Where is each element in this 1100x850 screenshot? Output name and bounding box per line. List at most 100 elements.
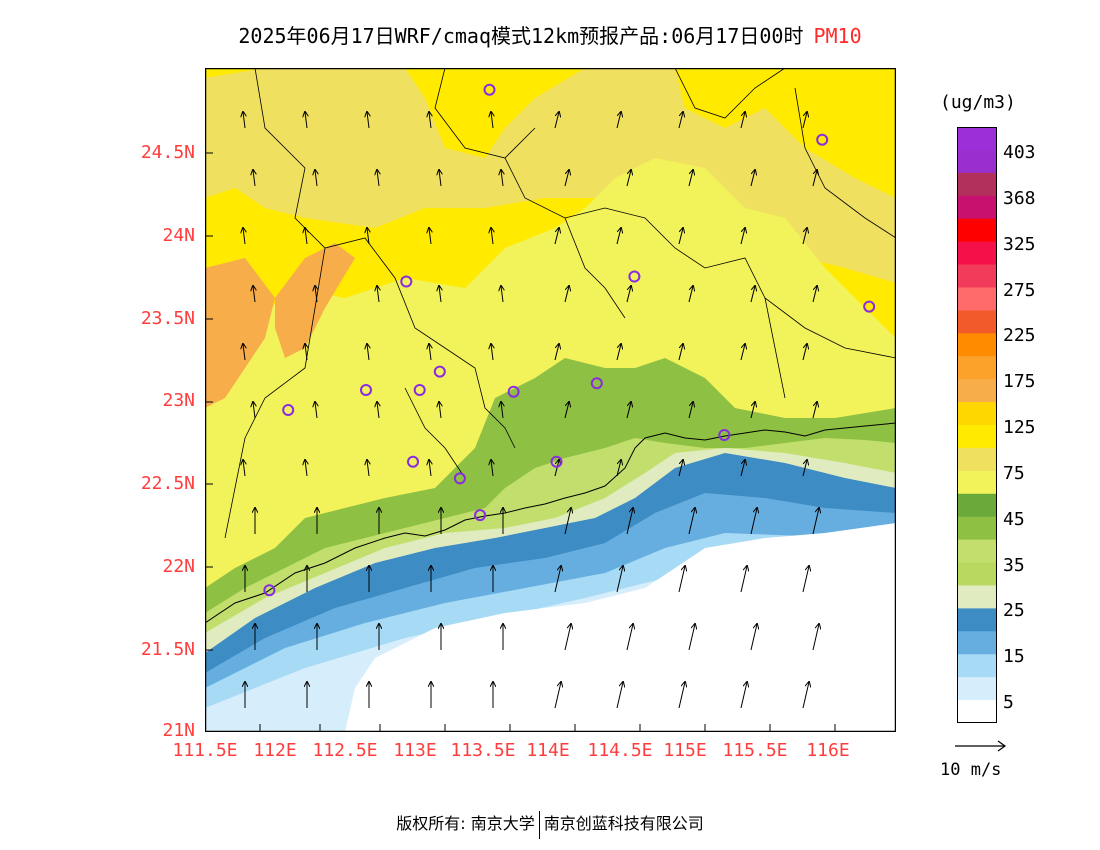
wind-arrow (305, 344, 307, 361)
station-marker (718, 429, 731, 441)
colorbar-label: 325 (1003, 234, 1036, 255)
wind-arrow (564, 508, 571, 535)
colorbar-swatch (957, 585, 997, 609)
station-marker (263, 584, 276, 597)
wind-arrow (243, 460, 245, 477)
colorbar-swatch (957, 608, 997, 632)
wind-arrow (688, 402, 693, 419)
wind-arrow (377, 170, 379, 187)
wind-arrow (429, 228, 431, 245)
lat-label: 21.5N (140, 639, 195, 660)
wind-arrow (305, 112, 307, 129)
colorbar-swatch (957, 287, 997, 311)
colorbar-swatch (957, 677, 997, 701)
colorbar-swatch (957, 356, 997, 380)
lat-label: 21N (162, 720, 195, 741)
wind-arrow (740, 566, 747, 593)
wind-arrow (554, 112, 559, 129)
wind-arrow (305, 460, 307, 477)
lat-label: 22.5N (140, 473, 195, 494)
colorbar-unit: (ug/m3) (940, 92, 1016, 113)
org-chuanglan: 南京创蓝科技有限公司 (543, 814, 704, 833)
wind-arrow (243, 228, 245, 245)
station-marker (433, 365, 446, 378)
colorbar-swatch (957, 310, 997, 334)
wind-arrow (626, 286, 631, 303)
wind-arrow (491, 460, 493, 477)
colorbar-label: 75 (1003, 463, 1025, 484)
colorbar-swatch (957, 493, 997, 518)
map-panel (205, 68, 896, 732)
colorbar-label: 25 (1003, 600, 1025, 621)
station-marker (483, 83, 496, 96)
wind-arrow (616, 344, 621, 361)
colorbar-label: 275 (1003, 280, 1036, 301)
wind-arrow (678, 682, 685, 709)
lon-label: 113E (393, 740, 437, 761)
wind-arrow (439, 286, 441, 303)
wind-arrow (367, 228, 369, 245)
wind-arrow (740, 112, 745, 129)
station-marker (816, 133, 829, 146)
wind-arrow (626, 508, 633, 535)
footer: 版权所有: 南京大学 南京创蓝科技有限公司 (0, 810, 1100, 839)
wind-arrow (315, 402, 317, 419)
org-nju: 南京大学 (470, 814, 535, 833)
wind-arrow (616, 682, 623, 709)
station-marker (413, 384, 426, 396)
wind-arrow (501, 170, 503, 187)
colorbar-swatch (957, 700, 997, 723)
wind-arrow (678, 112, 683, 129)
wind-arrow (253, 286, 255, 303)
wind-arrow (439, 170, 441, 187)
station-marker (407, 455, 419, 468)
wind-arrow (802, 228, 807, 245)
colorbar-swatch (957, 218, 997, 243)
lon-label: 112.5E (312, 740, 378, 761)
colorbar-label: 225 (1003, 325, 1036, 346)
variable-label: PM10 (813, 24, 862, 48)
wind-arrow (812, 624, 819, 651)
wind-arrow (377, 286, 379, 303)
wind-arrow (554, 228, 559, 245)
wind-arrow (688, 508, 695, 535)
lat-label: 24N (162, 225, 195, 246)
wind-arrow (501, 286, 503, 303)
station-marker (282, 404, 295, 416)
colorbar-frame (957, 127, 997, 723)
station-marker (360, 384, 372, 396)
wind-arrow (243, 112, 245, 129)
wind-arrow (616, 112, 621, 129)
wind-arrow (678, 460, 683, 477)
wind-arrow (750, 170, 755, 187)
wind-arrow (750, 286, 755, 303)
wind-arrow (616, 228, 621, 245)
wind-arrow (367, 112, 369, 129)
colorbar-swatch (957, 333, 997, 357)
pm10-field (205, 68, 896, 732)
wind-arrow (305, 228, 307, 245)
colorbar-label: 45 (1003, 509, 1025, 530)
title-text: 2025年06月17日WRF/cmaq模式12km预报产品:06月17日00时 (238, 24, 804, 48)
wind-arrow (626, 624, 633, 651)
station-marker (863, 300, 876, 313)
map-frame (205, 68, 896, 732)
colorbar-swatch (957, 654, 997, 678)
wind-arrow (377, 402, 379, 419)
lon-label: 115E (663, 740, 707, 761)
axis-ticks (205, 152, 836, 732)
lat-label: 24.5N (140, 142, 195, 163)
wind-arrow (253, 170, 255, 187)
wind-arrow (554, 460, 559, 477)
lon-label: 115.5E (722, 740, 788, 761)
wind-arrow (491, 112, 493, 129)
colorbar-swatch (957, 631, 997, 655)
wind-arrow (688, 624, 695, 651)
wind-arrow (740, 460, 745, 477)
lon-label: 116E (806, 740, 850, 761)
wind-arrow (750, 624, 757, 651)
wind-arrow (491, 344, 493, 361)
colorbar-label: 35 (1003, 555, 1025, 576)
lon-label: 111.5E (172, 740, 238, 761)
colorbar-swatch (957, 402, 997, 426)
